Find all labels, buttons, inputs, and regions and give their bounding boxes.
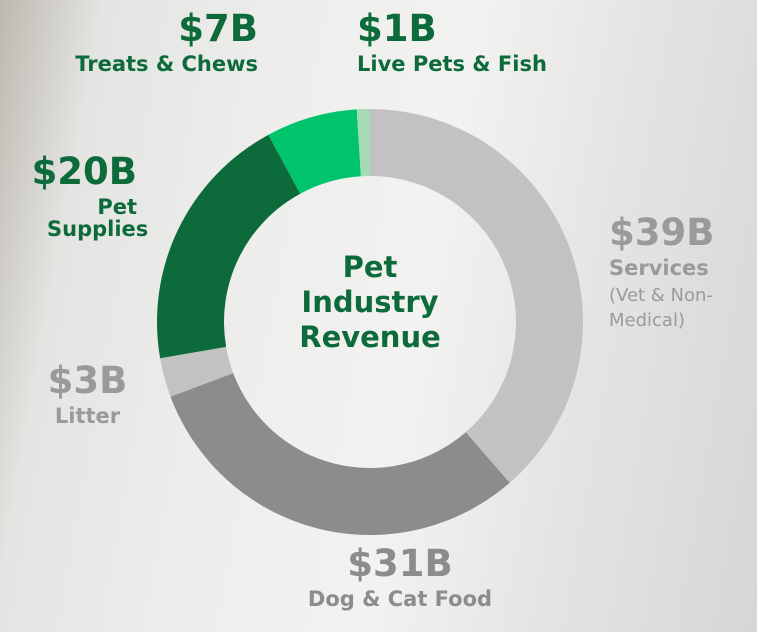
value-label: $20B [0, 153, 137, 192]
slice-label: $3B Litter [20, 362, 155, 427]
slice-label: $7B Treats & Chews [0, 10, 258, 75]
page: Pet Industry Revenue $39B Services (Vet & … [0, 0, 757, 632]
value-label: $31B [250, 545, 550, 584]
slice-label: $39B Services (Vet & Non-Medical) [609, 214, 757, 333]
category-label: Treats & Chews [0, 53, 258, 75]
value-label: $3B [20, 362, 155, 401]
category-label: Litter [20, 405, 155, 427]
donut-slice [157, 135, 300, 358]
annotation: (Vet & Non-Medical) [609, 283, 749, 333]
value-label: $1B [357, 10, 617, 49]
category-label: Pet Supplies [47, 196, 137, 240]
slice-label: $31B Dog & Cat Food [250, 545, 550, 610]
category-label: Live Pets & Fish [357, 53, 617, 75]
value-label: $39B [609, 214, 757, 253]
chart-title: Pet Industry Revenue [285, 250, 455, 354]
value-label: $7B [0, 10, 258, 49]
slice-label: $20B Pet Supplies [0, 153, 137, 240]
slice-label: $1B Live Pets & Fish [357, 10, 617, 75]
donut-slice [170, 373, 509, 535]
category-label: Dog & Cat Food [250, 588, 550, 610]
category-label: Services [609, 257, 757, 279]
